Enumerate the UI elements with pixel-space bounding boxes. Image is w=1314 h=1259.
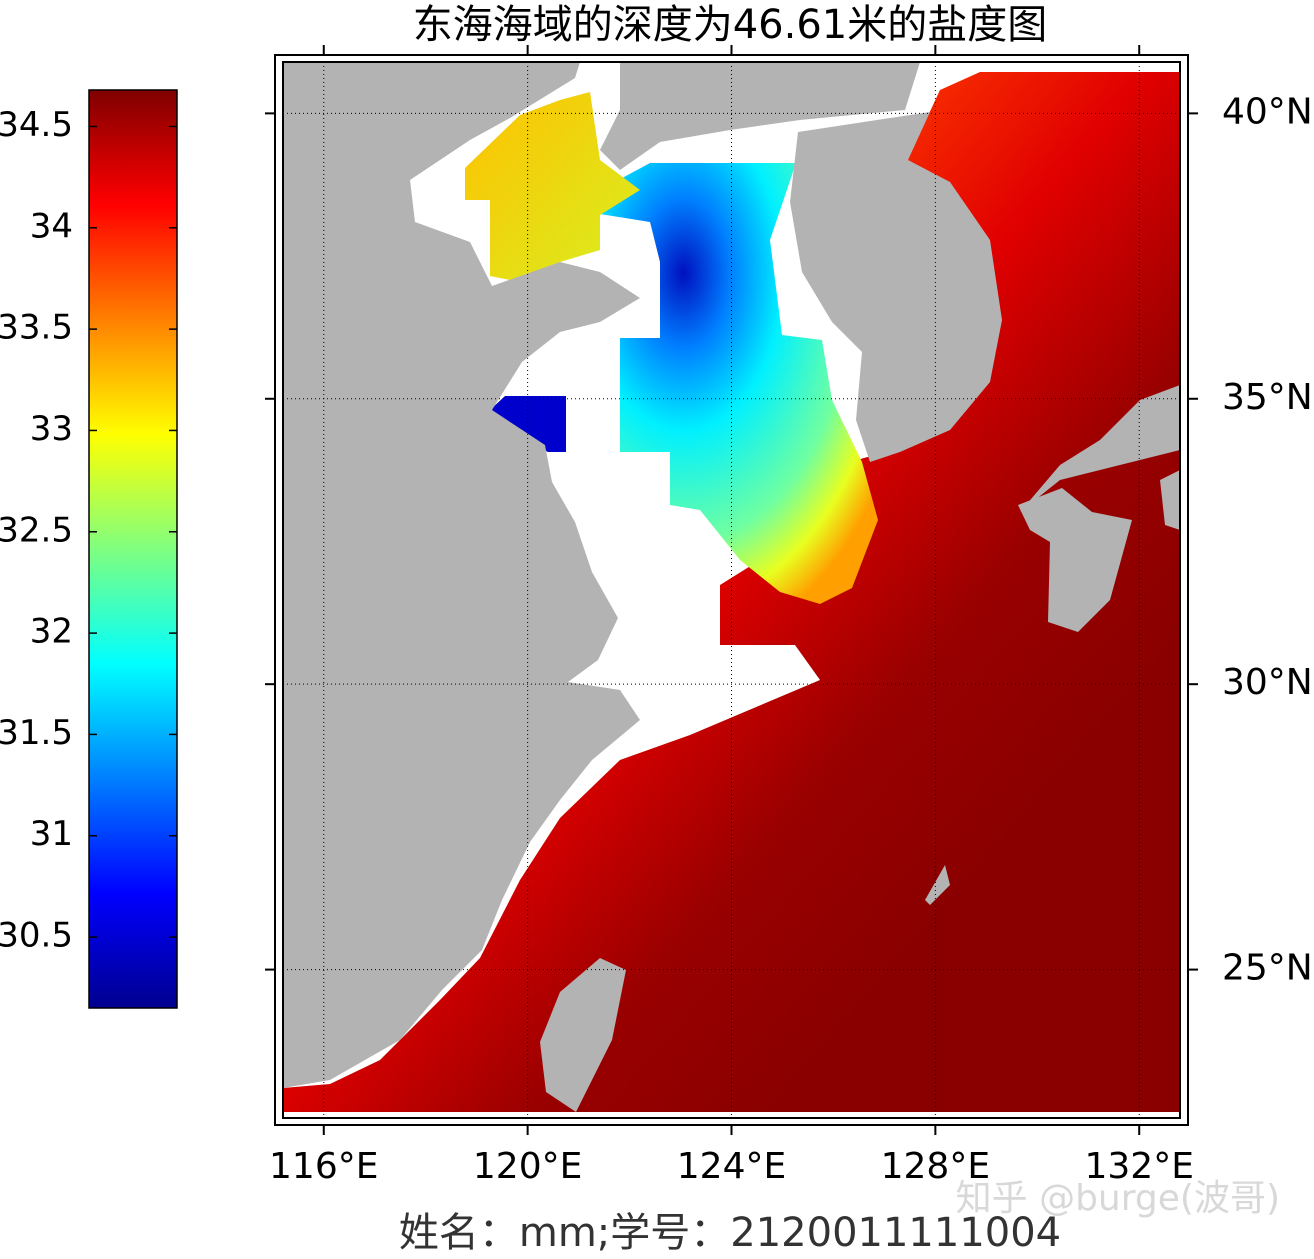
x-tick-label: 124°E: [677, 1146, 786, 1187]
y-tick-label: 40°N: [1222, 91, 1313, 132]
colorbar: [88, 89, 178, 1009]
colorbar-tick-label: 31: [30, 814, 73, 854]
colorbar-tick-label: 34.5: [0, 105, 73, 145]
x-tick-label: 128°E: [881, 1146, 990, 1187]
y-tick-label: 35°N: [1222, 377, 1313, 418]
colorbar-tick-label: 32: [30, 612, 73, 652]
x-tick-label: 132°E: [1084, 1146, 1193, 1187]
colorbar-tick-label: 31.5: [0, 713, 73, 753]
x-tick-label: 120°E: [473, 1146, 582, 1187]
colorbar-tick-label: 32.5: [0, 510, 73, 550]
y-tick-label: 25°N: [1222, 948, 1313, 989]
chart-title: 东海海域的深度为46.61米的盐度图: [413, 2, 1048, 48]
y-tick-label: 30°N: [1222, 662, 1313, 703]
colorbar-tick-label: 33.5: [0, 308, 73, 348]
land: [283, 62, 1180, 1112]
salinity-bohai: [465, 92, 640, 282]
x-axis-label: 姓名：mm;学号：2120011111004: [399, 1210, 1061, 1256]
colorbar-tick-label: 30.5: [0, 916, 73, 956]
salinity-spot: [490, 396, 566, 452]
colorbar-tick-label: 33: [30, 409, 73, 449]
watermark: 知乎 @burge(波哥): [956, 1178, 1280, 1219]
colorbar-tick-label: 34: [30, 206, 73, 246]
x-tick-label: 116°E: [269, 1146, 378, 1187]
salinity-yellow-sea: [600, 163, 878, 604]
